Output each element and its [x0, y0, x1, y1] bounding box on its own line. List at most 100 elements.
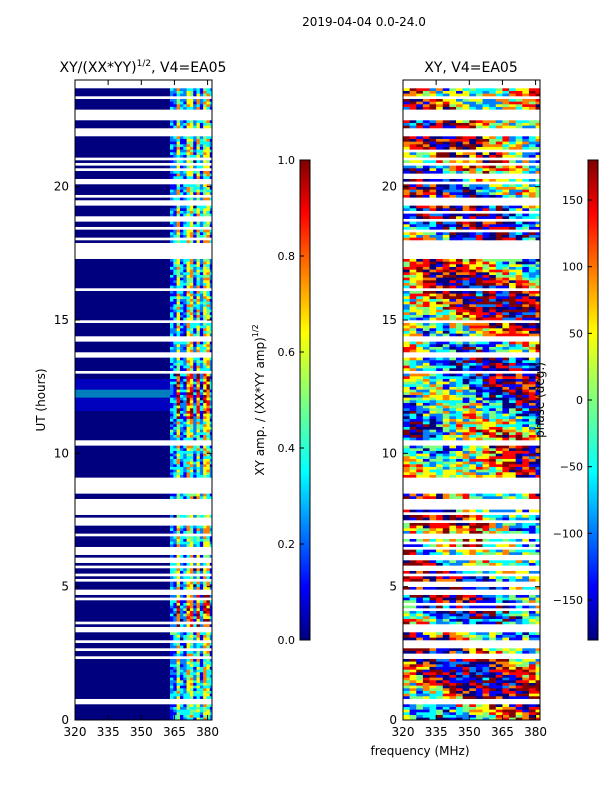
- heatmap-cell: [187, 536, 191, 539]
- heatmap-cell: [403, 600, 410, 603]
- heatmap-cell: [483, 397, 490, 400]
- heatmap-cell: [190, 688, 194, 691]
- heatmap-cell: [509, 464, 516, 467]
- heatmap-cell: [449, 344, 456, 347]
- heatmap-cell: [516, 571, 523, 574]
- heatmap-cell: [177, 667, 181, 670]
- heatmap-cell: [536, 323, 543, 326]
- heatmap-cell: [430, 349, 437, 352]
- heatmap-cell: [463, 315, 470, 318]
- heatmap-cell: [449, 659, 456, 662]
- heatmap-cell: [423, 544, 430, 547]
- heatmap-cell: [529, 709, 536, 712]
- heatmap-cell: [416, 605, 423, 608]
- heatmap-cell: [203, 419, 207, 422]
- heatmap-cell: [177, 704, 181, 707]
- heatmap-cell: [190, 344, 194, 347]
- heatmap-cell: [443, 349, 450, 352]
- heatmap-cell: [496, 467, 503, 470]
- heatmap-cell: [502, 395, 509, 398]
- heatmap-cell: [183, 277, 187, 280]
- heatmap-cell: [430, 661, 437, 664]
- heatmap-cell: [423, 309, 430, 312]
- heatmap-cell: [203, 213, 207, 216]
- heatmap-cell: [496, 309, 503, 312]
- heatmap-cell: [187, 141, 191, 144]
- heatmap-cell: [187, 301, 191, 304]
- heatmap-cell: [203, 392, 207, 395]
- heatmap-cell: [463, 365, 470, 368]
- heatmap-cell: [193, 635, 197, 638]
- heatmap-row: [75, 141, 170, 144]
- heatmap-cell: [536, 621, 543, 624]
- heatmap-cell: [522, 395, 529, 398]
- heatmap-cell: [456, 405, 463, 408]
- heatmap-cell: [197, 677, 201, 680]
- heatmap-cell: [203, 267, 207, 270]
- heatmap-cell: [170, 315, 174, 318]
- heatmap-cell: [203, 208, 207, 211]
- heatmap-cell: [180, 331, 184, 334]
- heatmap-cell: [403, 611, 410, 614]
- heatmap-cell: [443, 619, 450, 622]
- heatmap-cell: [483, 456, 490, 459]
- heatmap-cell: [177, 331, 181, 334]
- heatmap-cell: [180, 267, 184, 270]
- heatmap-cell: [180, 608, 184, 611]
- heatmap-cell: [529, 296, 536, 299]
- heatmap-cell: [177, 536, 181, 539]
- heatmap-row: [75, 528, 170, 531]
- heatmap-cell: [200, 104, 204, 107]
- heatmap-cell: [403, 664, 410, 667]
- heatmap-cell: [443, 597, 450, 600]
- heatmap-cell: [203, 493, 207, 496]
- heatmap-cell: [410, 461, 417, 464]
- heatmap-cell: [449, 621, 456, 624]
- heatmap-cell: [476, 464, 483, 467]
- heatmap-cell: [489, 307, 496, 310]
- heatmap-cell: [443, 448, 450, 451]
- heatmap-cell: [177, 403, 181, 406]
- heatmap-cell: [522, 467, 529, 470]
- heatmap-cell: [430, 317, 437, 320]
- heatmap-cell: [187, 221, 191, 224]
- heatmap-cell: [456, 448, 463, 451]
- heatmap-cell: [190, 291, 194, 294]
- heatmap-cell: [502, 456, 509, 459]
- heatmap-cell: [476, 525, 483, 528]
- heatmap-cell: [193, 315, 197, 318]
- heatmap-cell: [410, 373, 417, 376]
- heatmap-cell: [449, 515, 456, 518]
- heatmap-cell: [536, 341, 543, 344]
- heatmap-cell: [173, 379, 177, 382]
- heatmap-cell: [193, 381, 197, 384]
- heatmap-cell: [449, 461, 456, 464]
- heatmap-cell: [416, 600, 423, 603]
- heatmap-cell: [436, 661, 443, 664]
- heatmap-row: [75, 643, 170, 646]
- flagged-row: [403, 355, 540, 358]
- heatmap-cell: [430, 379, 437, 382]
- heatmap-cell: [423, 528, 430, 531]
- heatmap-cell: [170, 421, 174, 424]
- heatmap-cell: [516, 448, 523, 451]
- heatmap-cell: [502, 315, 509, 318]
- heatmap-cell: [206, 669, 210, 672]
- heatmap-cell: [496, 403, 503, 406]
- heatmap-cell: [410, 661, 417, 664]
- heatmap-cell: [190, 461, 194, 464]
- heatmap-cell: [177, 685, 181, 688]
- heatmap-cell: [206, 192, 210, 195]
- heatmap-cell: [456, 472, 463, 475]
- heatmap-cell: [206, 349, 210, 352]
- heatmap-cell: [410, 357, 417, 360]
- heatmap-cell: [516, 509, 523, 512]
- heatmap-cell: [203, 595, 207, 598]
- heatmap-cell: [190, 376, 194, 379]
- heatmap-cell: [489, 283, 496, 286]
- heatmap-cell: [430, 685, 437, 688]
- heatmap-cell: [206, 293, 210, 296]
- heatmap-cell: [522, 421, 529, 424]
- heatmap-cell: [443, 403, 450, 406]
- heatmap-cell: [193, 453, 197, 456]
